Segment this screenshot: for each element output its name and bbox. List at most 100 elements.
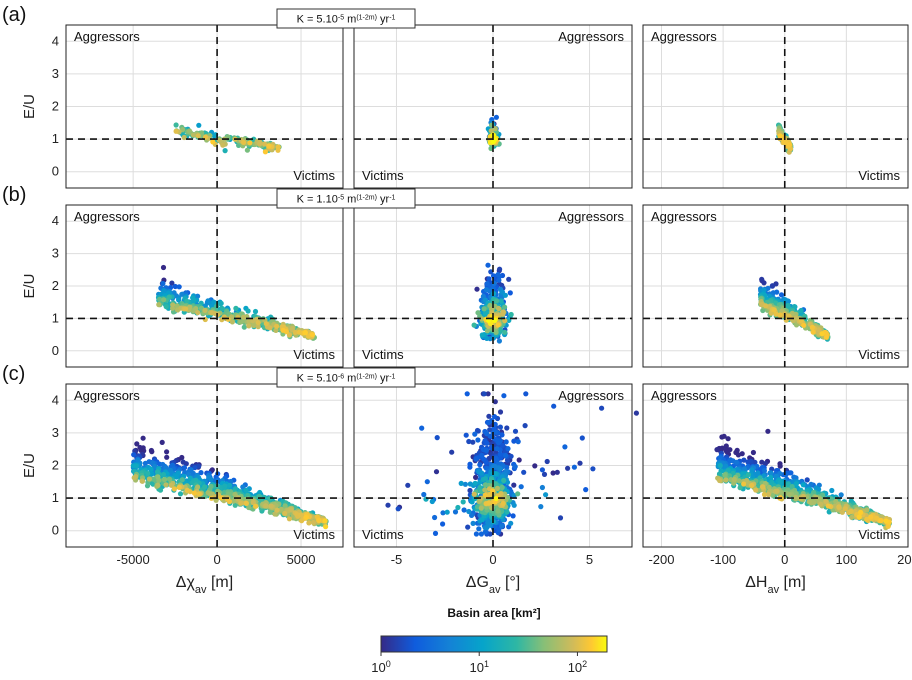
data-point <box>159 439 165 445</box>
data-point <box>495 272 501 278</box>
data-point <box>227 482 233 488</box>
data-point <box>785 302 791 308</box>
data-point <box>723 463 729 469</box>
data-point <box>484 328 490 334</box>
y-tick-label: 4 <box>52 213 59 228</box>
data-point <box>787 142 793 148</box>
data-point <box>196 491 202 497</box>
data-point <box>486 276 492 282</box>
data-point <box>773 311 779 317</box>
data-point <box>482 476 488 482</box>
x-tick-label: -200 <box>648 552 674 567</box>
data-point <box>500 500 506 506</box>
data-point <box>508 520 514 526</box>
plot-frame <box>353 204 633 368</box>
data-point <box>717 463 723 469</box>
data-point <box>741 481 747 487</box>
data-point <box>723 443 729 449</box>
data-point <box>183 461 189 467</box>
data-point <box>496 338 502 344</box>
data-point <box>310 519 316 526</box>
data-point <box>777 312 783 318</box>
data-point <box>286 516 292 522</box>
data-point <box>786 313 792 319</box>
y-tick-label: 2 <box>52 278 59 293</box>
data-point <box>286 332 292 338</box>
data-point <box>172 283 178 290</box>
data-point <box>163 482 169 488</box>
data-point <box>179 291 185 297</box>
data-point <box>503 452 509 459</box>
data-point <box>745 472 752 478</box>
data-point <box>464 391 470 397</box>
data-point <box>241 314 247 320</box>
data-point <box>145 470 151 477</box>
data-point <box>288 507 294 513</box>
data-point <box>419 425 425 431</box>
data-point <box>499 484 505 490</box>
data-point <box>467 487 473 494</box>
y-tick-label: 3 <box>52 66 59 81</box>
aggressors-label: Aggressors <box>651 388 717 403</box>
data-point <box>458 480 464 486</box>
data-point <box>493 471 499 477</box>
data-point <box>222 148 228 154</box>
data-point <box>777 133 783 139</box>
x-tick-label: -5 <box>391 552 403 567</box>
data-point <box>244 147 250 153</box>
data-point <box>433 469 440 475</box>
data-point <box>255 320 261 326</box>
data-point <box>495 508 501 514</box>
data-point <box>190 132 196 138</box>
data-point <box>481 391 487 397</box>
k-value-box: K = 1.10-5 m(1-2m) yr-1 <box>276 188 416 209</box>
data-point <box>481 306 487 312</box>
data-point <box>220 142 226 148</box>
y-tick-label: 1 <box>52 490 59 505</box>
data-point <box>804 477 810 483</box>
data-point <box>483 287 489 293</box>
data-point <box>504 425 510 431</box>
data-point <box>183 306 189 312</box>
data-point <box>262 141 268 147</box>
y-tick-label: 2 <box>52 458 59 473</box>
x-tick-label: 0 <box>213 552 220 567</box>
data-point <box>230 498 236 504</box>
data-point <box>497 466 503 472</box>
data-point <box>163 465 169 471</box>
data-point <box>541 471 548 477</box>
data-point <box>160 280 166 287</box>
data-point <box>477 462 483 468</box>
data-point <box>151 476 157 482</box>
y-tick-label: 0 <box>52 164 59 179</box>
plot-frame <box>642 24 909 189</box>
victims-label: Victims <box>362 347 404 362</box>
x-tick-label: 5000 <box>287 552 316 567</box>
y-tick-label: 1 <box>52 131 59 146</box>
data-point <box>750 449 757 456</box>
data-point <box>551 403 557 409</box>
data-point <box>557 515 564 521</box>
data-point <box>731 476 737 482</box>
x-tick-label: -100 <box>710 552 736 567</box>
victims-label: Victims <box>362 168 404 183</box>
data-point <box>508 453 514 459</box>
data-point <box>717 477 723 484</box>
data-point <box>455 504 461 511</box>
data-point <box>786 491 792 498</box>
data-point <box>816 327 822 333</box>
data-point <box>495 461 502 467</box>
data-point <box>155 482 161 488</box>
data-point <box>809 324 816 330</box>
data-point <box>482 310 488 316</box>
data-point <box>734 447 740 453</box>
y-axis-label: E/U <box>21 453 38 478</box>
data-point <box>798 307 804 314</box>
data-point <box>507 290 513 296</box>
data-point <box>484 440 490 446</box>
data-point <box>745 459 751 465</box>
k-value-text: K = 1.10-5 m(1-2m) yr-1 <box>297 194 396 206</box>
data-point <box>471 322 477 328</box>
